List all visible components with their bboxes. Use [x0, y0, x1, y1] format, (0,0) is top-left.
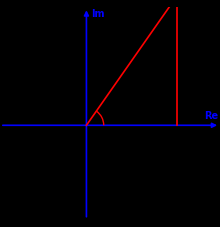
Text: Re: Re: [204, 111, 218, 121]
Text: Im: Im: [91, 9, 105, 19]
